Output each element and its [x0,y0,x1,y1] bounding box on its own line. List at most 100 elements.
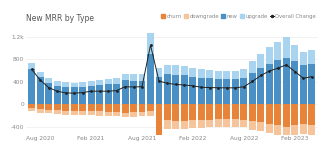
Bar [28,108,35,111]
Bar [28,104,35,108]
Bar [147,54,154,104]
Bar [71,87,78,104]
Bar [257,104,265,122]
Bar [122,113,128,117]
Bar [147,33,154,54]
Bar [54,104,61,110]
Bar [232,71,239,79]
Bar [240,69,247,78]
Bar [155,104,162,137]
Bar [130,81,137,104]
Bar [198,104,205,120]
Bar [147,104,154,111]
Bar [300,52,307,65]
Bar [274,104,282,125]
Bar [223,104,230,119]
Bar [139,81,145,104]
Bar [45,110,52,113]
Bar [79,87,86,104]
Bar [300,104,307,124]
Bar [189,120,196,128]
Bar [215,79,222,104]
Bar [232,119,239,127]
Bar [45,83,52,104]
Bar [62,87,69,104]
Bar [249,104,256,121]
Bar [37,72,44,77]
Bar [283,104,290,127]
Bar [113,112,120,116]
Bar [62,111,69,115]
Bar [189,68,196,77]
Bar [266,64,273,104]
Bar [300,124,307,134]
Bar [155,137,162,150]
Bar [45,104,52,110]
Bar [266,124,273,133]
Bar [300,65,307,104]
Bar [232,79,239,104]
Bar [37,104,44,109]
Bar [79,111,86,114]
Bar [155,77,162,104]
Bar [189,104,196,120]
Bar [172,121,179,129]
Text: New MRR by Type: New MRR by Type [26,14,94,23]
Bar [122,74,128,80]
Bar [96,111,103,116]
Bar [266,47,273,64]
Bar [291,61,298,104]
Bar [274,60,282,104]
Bar [274,42,282,60]
Bar [113,104,120,112]
Bar [164,65,171,74]
Bar [130,112,137,117]
Bar [130,74,137,81]
Bar [172,65,179,75]
Bar [274,125,282,136]
Bar [257,54,265,68]
Bar [88,81,95,86]
Bar [223,119,230,127]
Bar [71,104,78,111]
Bar [215,119,222,127]
Bar [88,86,95,104]
Bar [291,125,298,136]
Bar [308,104,315,125]
Bar [28,62,35,69]
Bar [215,71,222,79]
Bar [96,104,103,111]
Bar [206,70,213,78]
Bar [198,78,205,104]
Bar [240,120,247,127]
Bar [88,111,95,115]
Bar [164,104,171,120]
Bar [147,111,154,116]
Bar [37,77,44,104]
Bar [206,120,213,127]
Bar [283,58,290,104]
Bar [122,104,128,113]
Bar [139,104,145,112]
Bar [79,82,86,87]
Bar [155,68,162,77]
Bar [164,120,171,129]
Bar [257,122,265,131]
Bar [130,104,137,112]
Bar [198,120,205,128]
Bar [283,127,290,138]
Bar [79,104,86,111]
Bar [249,61,256,73]
Bar [113,84,120,104]
Bar [249,121,256,130]
Bar [113,78,120,84]
Bar [105,112,111,116]
Bar [181,66,188,76]
Bar [54,86,61,104]
Bar [240,104,247,120]
Bar [215,104,222,119]
Bar [28,69,35,104]
Bar [266,104,273,124]
Bar [189,77,196,104]
Bar [62,82,69,87]
